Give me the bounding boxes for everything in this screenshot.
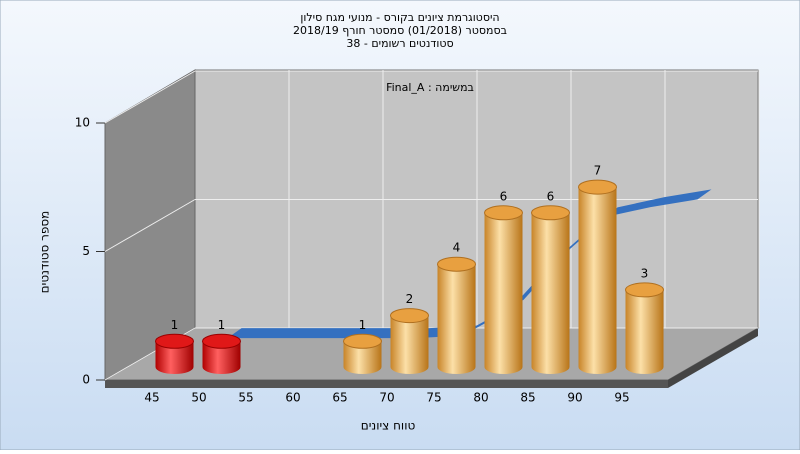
bar-top bbox=[484, 205, 523, 221]
value-label: 1 bbox=[359, 318, 367, 332]
bar-top bbox=[390, 308, 429, 324]
bar-top bbox=[531, 205, 570, 221]
bar bbox=[202, 341, 241, 374]
x-tick-label: 85 bbox=[520, 391, 535, 405]
grid-line bbox=[104, 70, 196, 124]
y-tick-label: 0 bbox=[82, 373, 90, 387]
value-label: 4 bbox=[453, 241, 461, 255]
subtitle: סטודנטים רשומים - 38 bbox=[346, 37, 453, 50]
value-label: 7 bbox=[594, 164, 602, 178]
x-tick-label: 55 bbox=[238, 391, 253, 405]
bar bbox=[343, 341, 382, 374]
subtitle: בסמסטר (01/2018) סמסטר חורף 2018/19 bbox=[293, 24, 507, 37]
bar-top bbox=[343, 333, 382, 349]
bar bbox=[484, 212, 523, 374]
grid-line bbox=[104, 199, 196, 252]
bar-top bbox=[202, 333, 241, 349]
x-tick-label: 80 bbox=[473, 391, 488, 405]
y-tick-label: 10 bbox=[75, 116, 90, 130]
x-axis-label: טווח ציונים bbox=[361, 419, 416, 433]
x-tick-label: 75 bbox=[426, 391, 441, 405]
bar bbox=[578, 187, 617, 374]
bar-top bbox=[625, 282, 664, 298]
value-label: 2 bbox=[406, 292, 414, 306]
fit-ribbon bbox=[227, 189, 712, 339]
bar-top bbox=[155, 333, 194, 349]
plot: 0 5 10 45 50 55 60 65 70 75 80 85 90 95 1 1 1 2 4 6 6 7 3 bbox=[75, 70, 760, 405]
bar bbox=[531, 212, 570, 374]
x-tick-label: 95 bbox=[614, 391, 629, 405]
bar-top bbox=[578, 179, 617, 195]
y-axis-label: מספר סטודנטים bbox=[38, 211, 52, 294]
bar bbox=[390, 315, 429, 374]
annotation: Final_A : במשימה bbox=[386, 81, 474, 94]
x-tick-label: 60 bbox=[285, 391, 300, 405]
value-label: 6 bbox=[500, 189, 508, 203]
floor-side bbox=[668, 328, 758, 388]
value-label: 1 bbox=[171, 318, 179, 332]
bar bbox=[437, 264, 476, 374]
floor-edge bbox=[105, 380, 668, 388]
x-tick-label: 50 bbox=[191, 391, 206, 405]
bar bbox=[625, 289, 664, 374]
value-label: 3 bbox=[641, 266, 649, 280]
x-tick-label: 70 bbox=[379, 391, 394, 405]
value-label: 1 bbox=[218, 318, 226, 332]
y-tick-label: 5 bbox=[82, 244, 90, 258]
x-tick-label: 65 bbox=[332, 391, 347, 405]
bar-top bbox=[437, 256, 476, 272]
bar bbox=[155, 341, 194, 374]
x-tick-label: 45 bbox=[144, 391, 159, 405]
value-label: 6 bbox=[547, 189, 555, 203]
title: היסטוגרמת ציונים בקורס - מנועי מגח סילון bbox=[300, 11, 499, 24]
x-tick-label: 90 bbox=[567, 391, 582, 405]
